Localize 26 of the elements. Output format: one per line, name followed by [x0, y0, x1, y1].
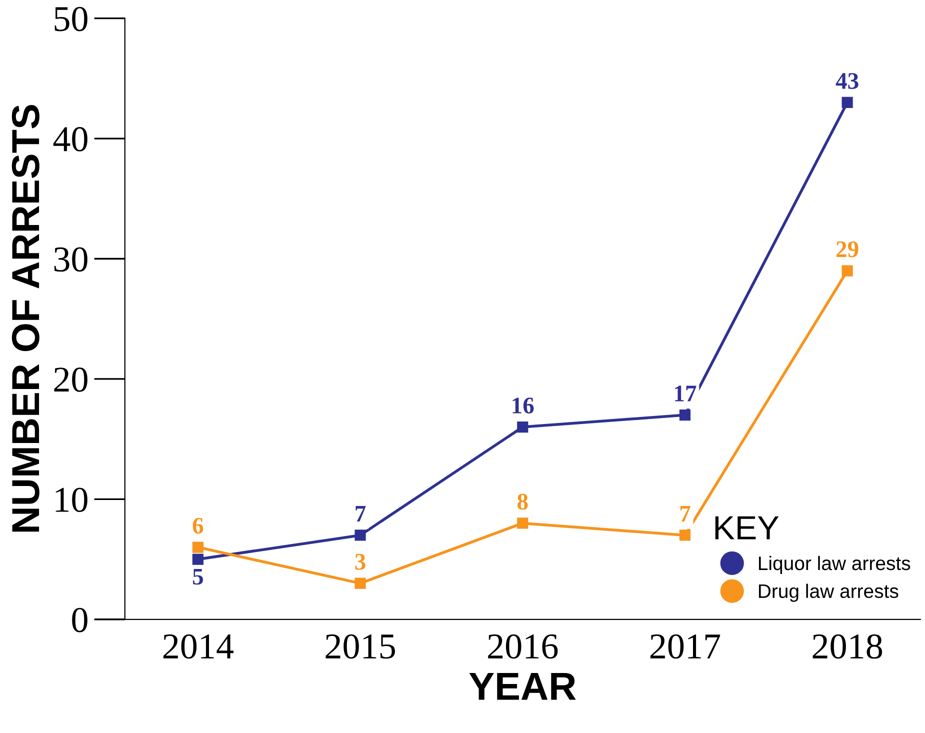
legend-title: KEY — [715, 516, 779, 540]
x-tick-label: 2018 — [812, 634, 882, 659]
data-label: 16 — [512, 398, 534, 414]
y-tick-label: 10 — [56, 488, 88, 512]
data-label: 5 — [192, 568, 203, 585]
legend-label: Drug law arrests — [758, 584, 898, 602]
y-axis-title: NUMBER OF ARRESTS — [12, 105, 40, 532]
data-label: 17 — [675, 386, 696, 402]
data-label: 7 — [680, 506, 690, 522]
x-tick-label: 2016 — [488, 634, 558, 659]
data-label: 8 — [518, 494, 528, 510]
y-tick-label: 20 — [54, 367, 88, 392]
x-tick-label: 2015 — [326, 634, 395, 659]
legend-label: Liquor law arrests — [758, 556, 910, 574]
data-label: 6 — [192, 518, 204, 534]
x-axis-title: YEAR — [469, 673, 576, 700]
x-tick-label: 2014 — [163, 634, 234, 659]
data-label: 7 — [356, 506, 366, 522]
data-label: 43 — [836, 73, 858, 89]
data-label: 29 — [836, 241, 858, 258]
y-tick-label: 50 — [54, 6, 88, 32]
x-tick-label: 2017 — [650, 634, 720, 659]
y-tick-label: 30 — [54, 247, 88, 272]
data-label: 3 — [355, 554, 366, 570]
y-tick-label: 0 — [72, 608, 88, 632]
y-tick-label: 40 — [53, 127, 88, 152]
